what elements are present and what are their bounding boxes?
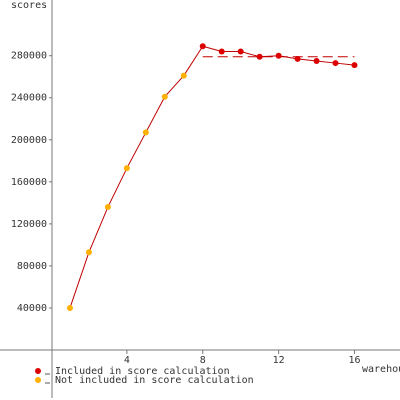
legend-label: Included in score calculation xyxy=(55,366,230,377)
point xyxy=(218,48,225,55)
legend-marker xyxy=(35,368,41,374)
y-tick-label: 280000 xyxy=(11,51,47,62)
y-tick-label: 120000 xyxy=(11,219,47,230)
y-tick-label: 80000 xyxy=(17,261,47,272)
point xyxy=(313,57,320,64)
point xyxy=(199,43,206,50)
point xyxy=(294,55,301,62)
series-line xyxy=(69,75,185,309)
x-tick-label: 16 xyxy=(348,355,360,366)
point xyxy=(142,129,149,136)
point xyxy=(275,52,282,59)
point xyxy=(237,48,244,55)
point xyxy=(161,93,168,100)
legend-marker xyxy=(35,377,41,383)
y-tick-label: 160000 xyxy=(11,177,47,188)
legend-label: Not included in score calculation xyxy=(55,375,254,386)
x-tick-label: 4 xyxy=(124,355,130,366)
y-tick-label: 240000 xyxy=(11,93,47,104)
y-tick-label: 200000 xyxy=(11,135,47,146)
point xyxy=(104,204,111,211)
point xyxy=(66,304,73,311)
connector-line xyxy=(183,45,204,76)
point xyxy=(123,165,130,172)
y-axis-label: scores xyxy=(11,0,47,11)
point xyxy=(256,53,263,60)
y-tick-label: 40000 xyxy=(17,303,47,314)
point xyxy=(332,60,339,67)
x-tick-label: 12 xyxy=(273,355,285,366)
point xyxy=(351,62,358,69)
x-tick-label: 8 xyxy=(200,355,206,366)
point xyxy=(180,72,187,79)
point xyxy=(85,249,92,256)
x-axis-label: warehouses xyxy=(362,364,400,375)
